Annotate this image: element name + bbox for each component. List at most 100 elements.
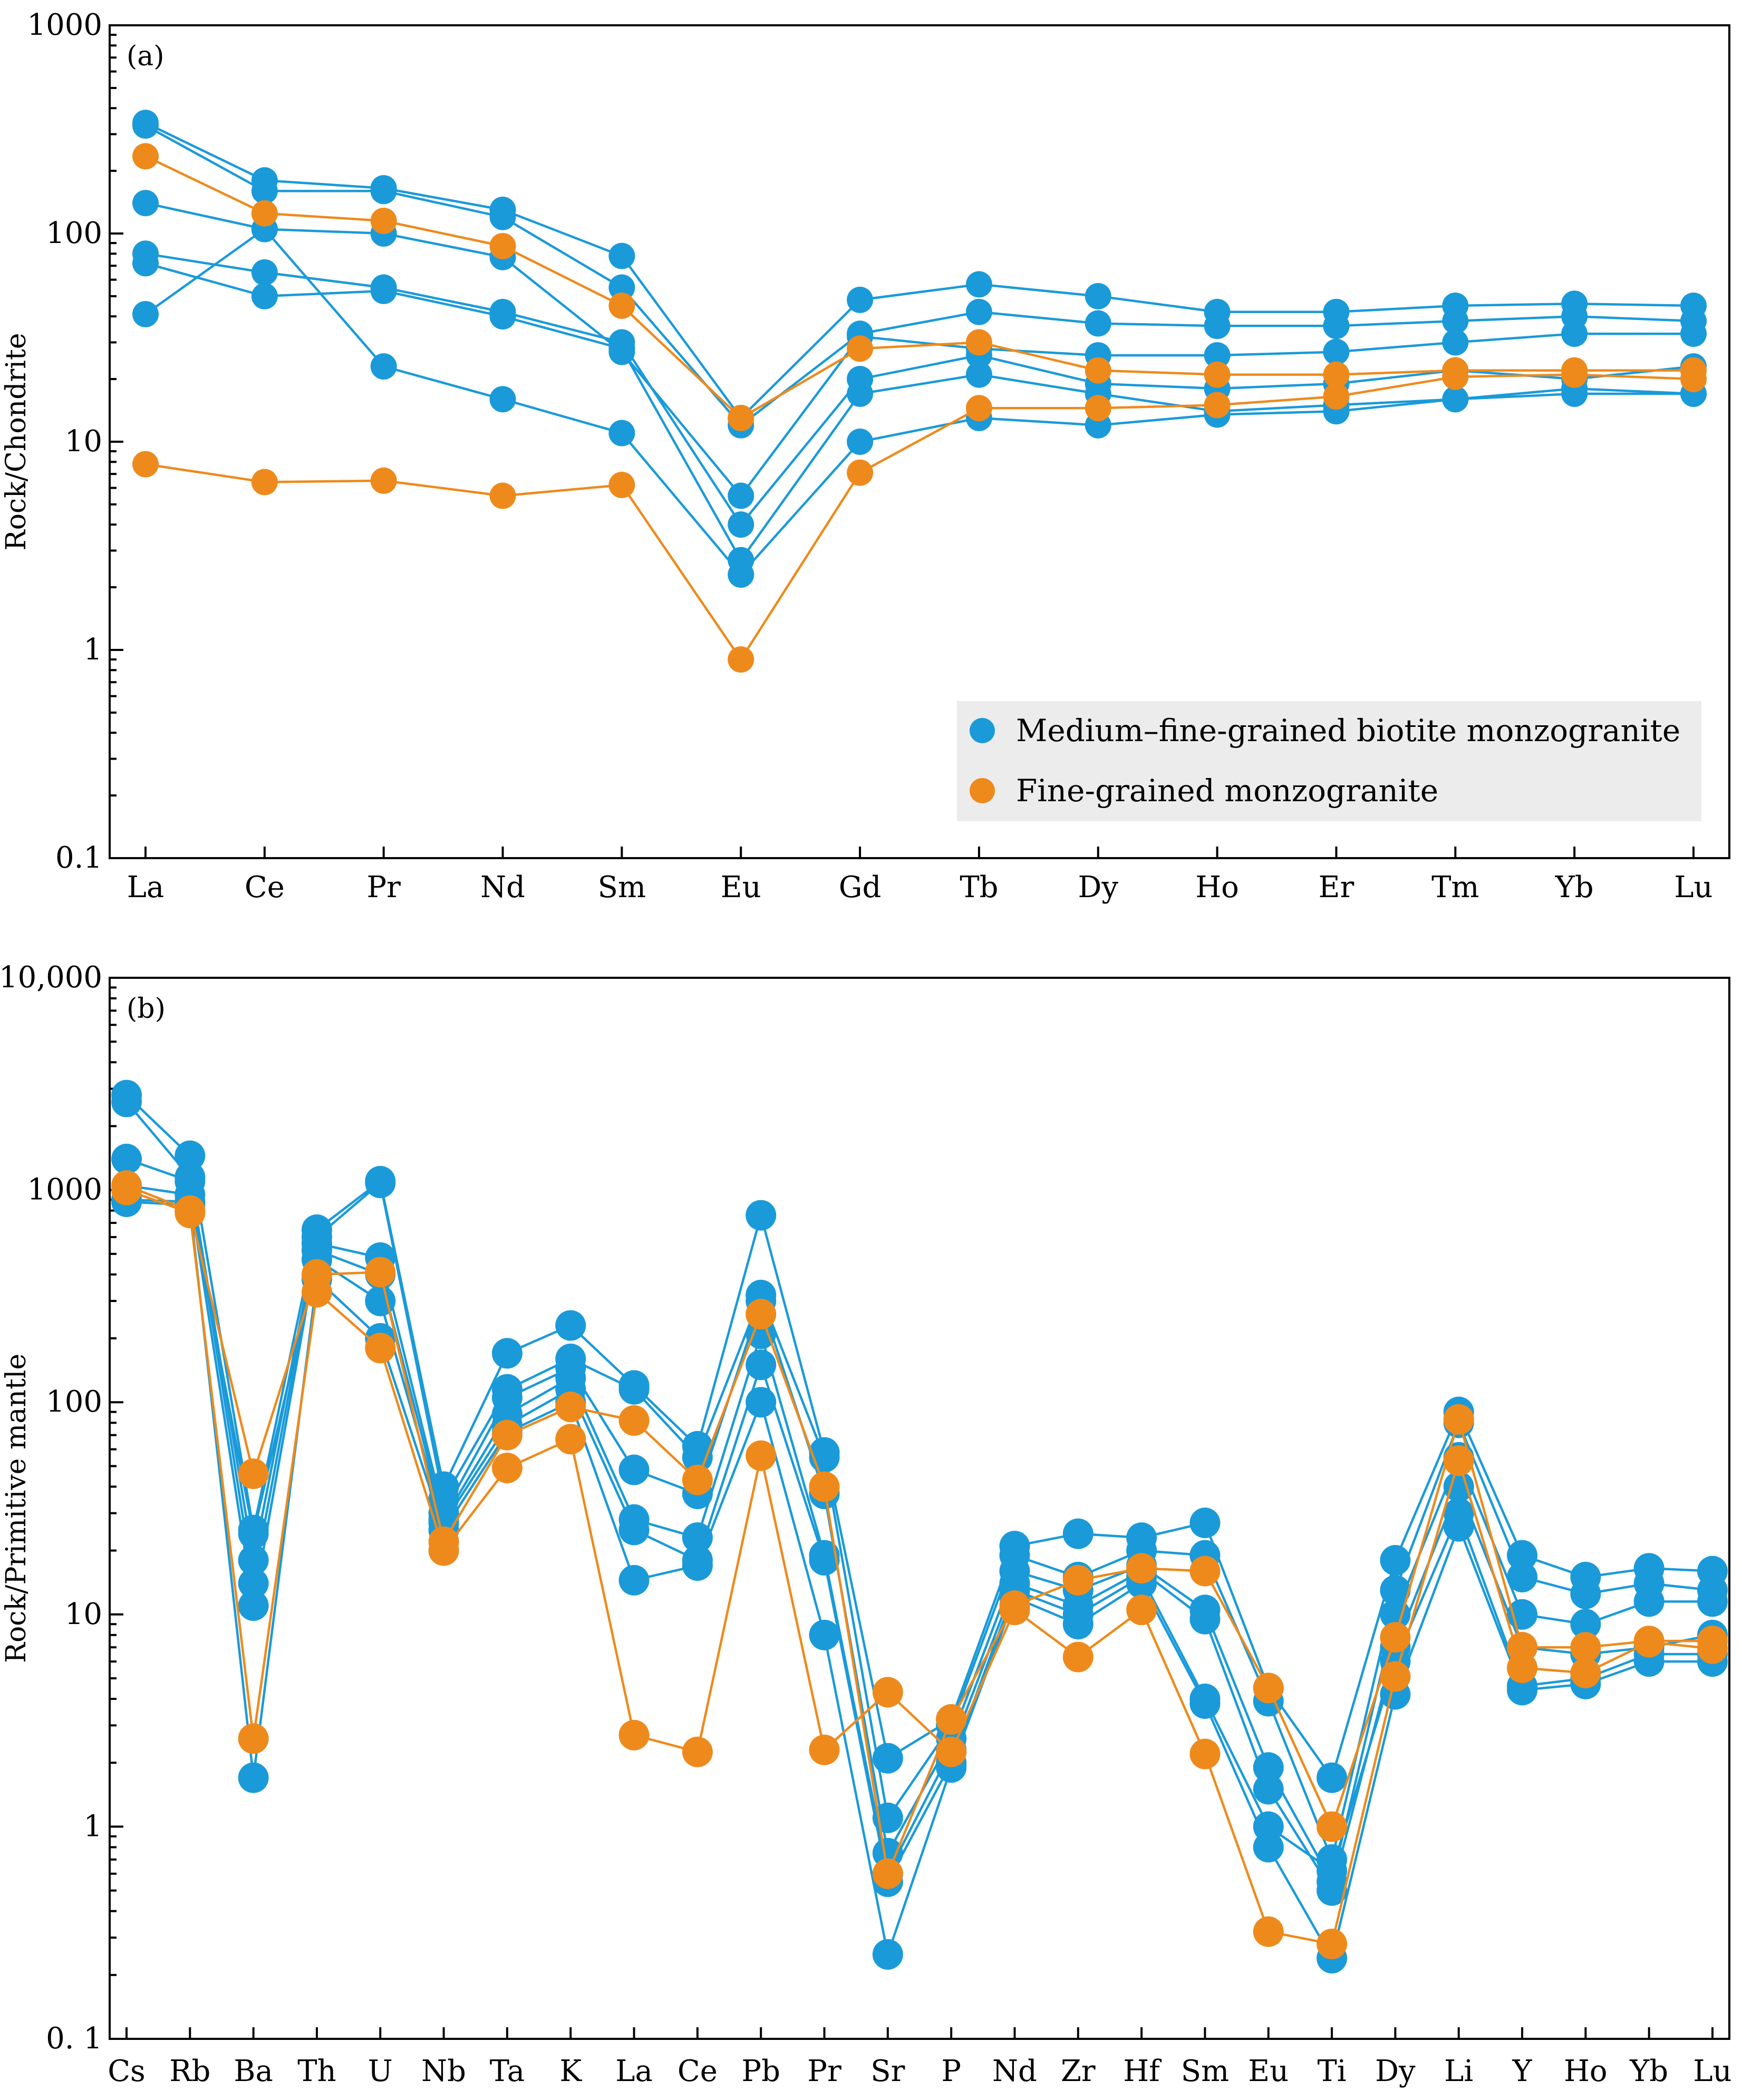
y-tick-label: 0.1 [55, 841, 102, 875]
series-line [145, 252, 1694, 527]
data-point-la [618, 1564, 650, 1596]
data-point-tb [965, 395, 992, 422]
plot-frame [109, 977, 1730, 2040]
data-point-eu [728, 646, 754, 673]
data-point-th [301, 1277, 332, 1308]
data-point-la [618, 1454, 650, 1485]
data-point-ti [1317, 1811, 1348, 1842]
series-medium-5 [111, 1184, 1728, 1897]
data-point-ho [1570, 1578, 1601, 1609]
data-point-eu [1253, 1673, 1284, 1704]
data-point-pr [809, 1619, 840, 1650]
data-point-sm [608, 472, 635, 499]
data-point-ho [1570, 1632, 1601, 1663]
x-tick-label-th: Th [297, 2054, 336, 2088]
series-line [145, 202, 1693, 498]
series-fine-8 [132, 361, 1707, 673]
data-point-sm [608, 335, 635, 362]
data-point-nd [489, 386, 516, 413]
x-tick-label-li: Li [1444, 2054, 1473, 2088]
data-point-la [132, 112, 159, 139]
series-medium-3 [111, 1143, 1728, 1897]
data-point-li [1443, 1445, 1474, 1476]
data-point-ho [1570, 1657, 1601, 1688]
data-point-tm [1442, 386, 1469, 413]
x-tick-label-sr: Sr [870, 2054, 905, 2088]
data-point-ho [1570, 1609, 1601, 1640]
x-tick-label-tb: Tb [960, 870, 998, 905]
data-point-ho [1204, 313, 1231, 339]
data-point-k [555, 1310, 586, 1341]
series-line [144, 124, 1694, 427]
x-tick-label-sm: Sm [1181, 2054, 1229, 2088]
data-point-nd [489, 482, 516, 509]
x-tick-label-rb: Rb [169, 2054, 210, 2088]
data-point-sm [608, 420, 635, 446]
data-point-pr [370, 208, 397, 235]
series-medium-1 [132, 110, 1707, 431]
data-point-ta [491, 1452, 522, 1483]
legend-marker-fine [970, 778, 995, 803]
x-tick-label-nd: Nd [992, 2054, 1037, 2088]
data-point-la [618, 1374, 650, 1405]
data-point-y [1507, 1599, 1538, 1630]
data-point-ho [1204, 361, 1231, 388]
data-point-li [1443, 1471, 1474, 1502]
data-point-cs [111, 1174, 142, 1205]
y-tick-label: 100 [46, 216, 102, 250]
data-point-dy [1380, 1622, 1411, 1653]
data-point-dy [1085, 283, 1111, 309]
data-point-tb [965, 329, 992, 356]
data-point-ta [491, 1338, 522, 1369]
x-tick-label-ti: Ti [1317, 2054, 1346, 2088]
data-point-gd [847, 286, 874, 313]
data-point-pr [370, 467, 397, 494]
panel-a-ree-chondrite: 0.1 1 10 100 1000 La Ce Pr Nd Sm Eu Gd Tb Dy Ho Er Tm Yb L… [1, 8, 1730, 905]
x-tick-label-pr: Pr [807, 2054, 841, 2088]
x-tick-label-p: P [941, 2054, 961, 2088]
y-tick-label: 0. 1 [46, 2021, 102, 2056]
x-tick-label-ce: Ce [245, 870, 285, 905]
x-tick-label-la: La [615, 2054, 653, 2088]
data-point-ho [1204, 392, 1231, 419]
data-point-li [1443, 1404, 1474, 1435]
data-point-gd [847, 335, 874, 362]
data-point-yb [1633, 1586, 1664, 1617]
data-point-eu [1253, 1774, 1284, 1805]
data-point-er [1323, 338, 1350, 365]
y-tick-label: 100 [46, 1385, 102, 1419]
x-tick-label-nd: Nd [480, 870, 525, 905]
x-tick-label-dy: Dy [1375, 2054, 1416, 2088]
data-point-nd [489, 232, 516, 259]
x-tick-label-lu: Lu [1674, 870, 1712, 905]
data-point-dy [1085, 395, 1111, 422]
data-point-eu [728, 511, 754, 538]
data-point-pr [809, 1734, 840, 1765]
legend: Medium–fine-grained biotite monzogranite… [957, 701, 1701, 821]
data-point-ce [682, 1736, 713, 1767]
data-point-la [132, 300, 159, 327]
series-line [144, 227, 1693, 577]
data-point-pb [746, 1440, 777, 1471]
series-medium-5 [132, 250, 1707, 573]
data-point-eu [728, 561, 754, 588]
x-tick-label-tm: Tm [1431, 870, 1479, 905]
data-point-eu [728, 482, 754, 509]
series-medium-1 [111, 1080, 1728, 1793]
x-tick-label-pb: Pb [741, 2054, 780, 2088]
data-point-cs [111, 1086, 142, 1117]
data-point-k [555, 1392, 586, 1423]
data-point-eu [1253, 1752, 1284, 1783]
data-point-ce [682, 1464, 713, 1495]
data-point-yb [1633, 1627, 1664, 1658]
data-point-dy [1085, 357, 1111, 384]
y-tick-label: 1 [83, 633, 102, 667]
data-point-dy [1380, 1599, 1411, 1630]
data-point-ce [682, 1442, 713, 1473]
x-tick-label-nb: Nb [421, 2054, 466, 2088]
data-point-pb [746, 1299, 777, 1330]
data-point-sm [1189, 1555, 1221, 1587]
series-medium-4 [132, 240, 1707, 538]
series-fine-7 [111, 1170, 1728, 1889]
data-point-sr [872, 1939, 903, 1970]
